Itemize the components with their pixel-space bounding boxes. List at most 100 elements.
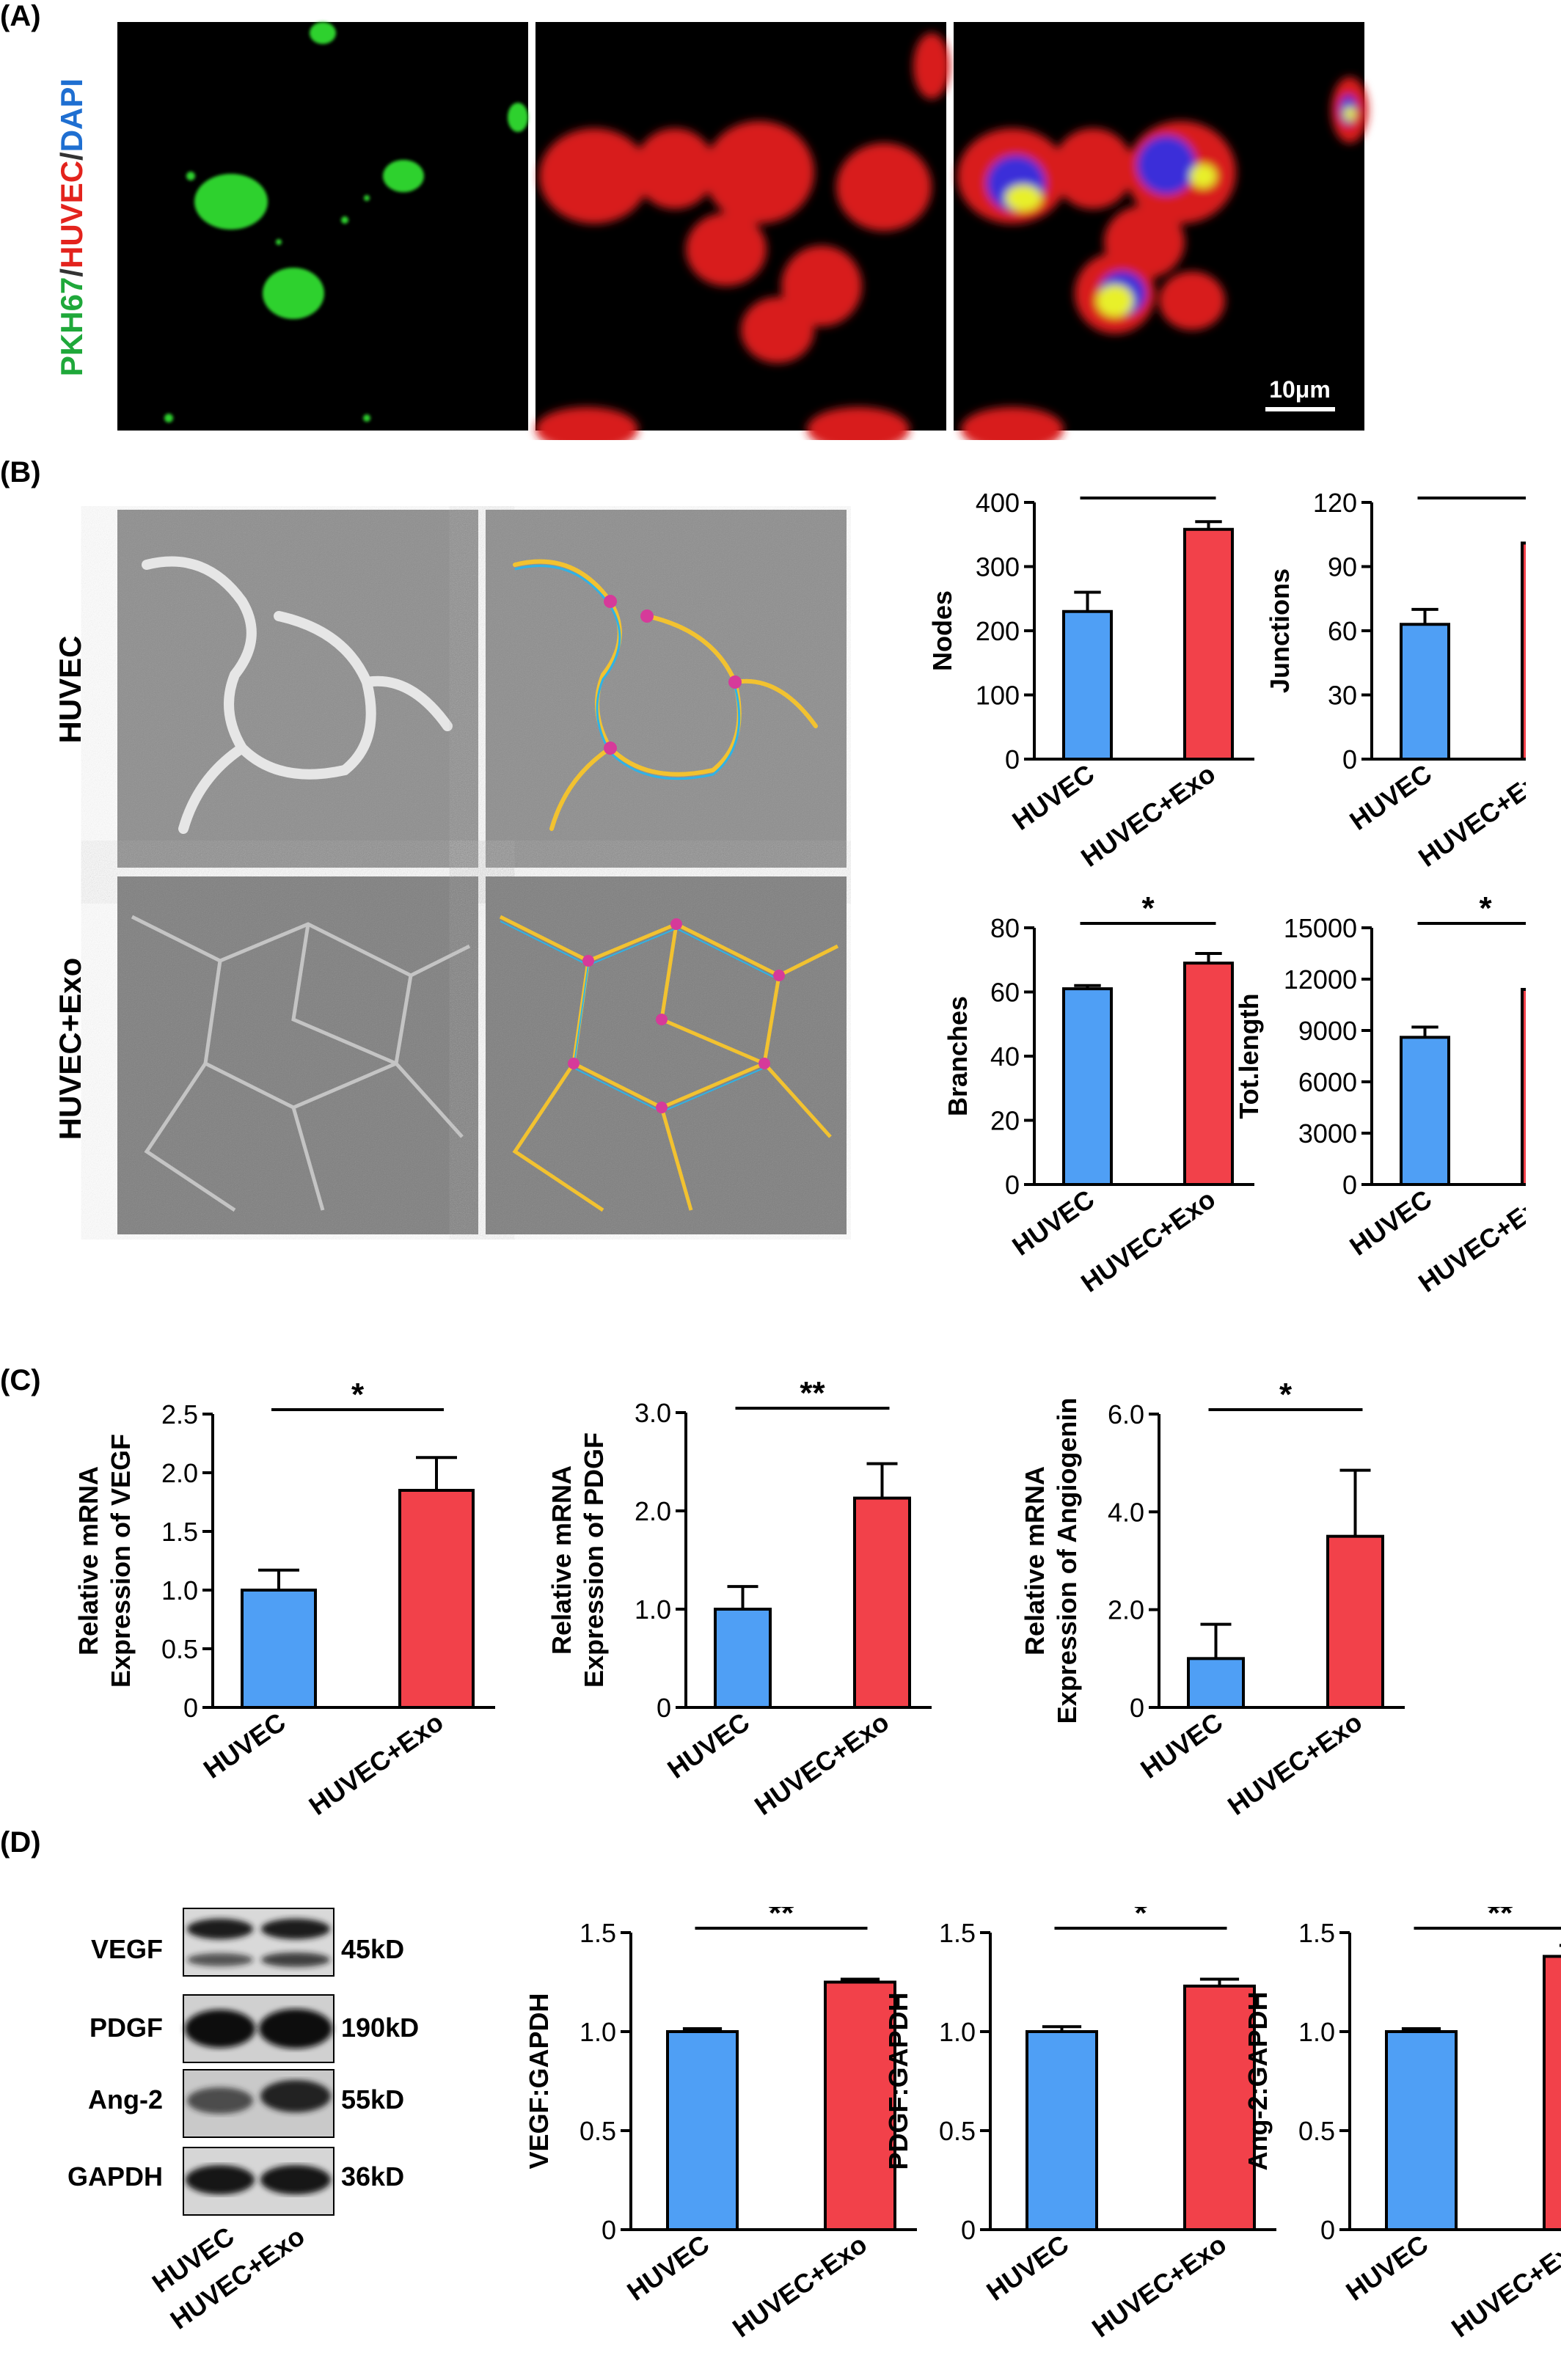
panel-label-b: (B) (0, 456, 41, 488)
panel-label-a: (A) (0, 0, 41, 32)
blot-protein-vegf: VEGF (91, 1934, 163, 1964)
x-tick-label: HUVEC (1344, 758, 1437, 836)
y-tick-label: 60 (990, 978, 1020, 1008)
svg-text:10μm: 10μm (1269, 376, 1331, 403)
y-axis-label: Expression of Angiogenin (1052, 1398, 1082, 1724)
significance-label: ** (800, 1379, 825, 1411)
bar (1400, 623, 1450, 761)
row-label-huvec-exo: HUVEC+Exo (53, 958, 87, 1140)
y-axis-label: Relative mRNA (1020, 1466, 1050, 1655)
chart-vegf-gapdh: 0 0.5 1.0 1.5 VEGF:GAPDH HUVEC HUVEC+Exo ** (524, 1907, 917, 2343)
x-tick-label: HUVEC+Exo (1075, 1184, 1221, 1298)
blot-protein-ang2: Ang-2 (88, 2084, 163, 2114)
x-tick-label: HUVEC (198, 1707, 291, 1784)
y-tick-label: 1.0 (161, 1575, 198, 1605)
bar (1026, 2030, 1098, 2231)
bar (241, 1589, 317, 1709)
y-axis-label: Ang-2:GAPDH (1243, 1992, 1273, 2171)
tube-analysis-huvec (486, 510, 847, 868)
significance-label: * (1141, 484, 1155, 501)
y-axis-label: Expression of VEGF (106, 1434, 136, 1688)
x-tick-label: HUVEC (1006, 758, 1100, 836)
y-tick-label: 1.0 (1298, 2017, 1335, 2047)
significance-label: * (1479, 890, 1492, 926)
y-tick-label: 6.0 (1108, 1399, 1144, 1429)
y-tick-label: 0 (1342, 1170, 1357, 1200)
bar (853, 1496, 911, 1710)
significance-label: * (1134, 1907, 1147, 1931)
significance-label: ** (1488, 1907, 1513, 1931)
significance-label: * (1479, 484, 1492, 501)
y-tick-label: 12000 (1284, 964, 1357, 995)
x-tick-label: HUVEC+Exo (749, 1707, 894, 1821)
blot-strip-pdgf (183, 1994, 334, 2063)
bar (666, 2030, 739, 2231)
chart-mrna-vegf: 0 0.5 1.0 1.5 2.0 2.5 Relative mRNA Expression … (73, 1379, 495, 1821)
micrograph-merge: 10μm (954, 22, 1368, 440)
tube-image-huvec (117, 510, 478, 868)
bar (1521, 988, 1526, 1186)
bar (1183, 962, 1234, 1186)
channel-label: PKH67/HUVEC/DAPI (54, 78, 89, 376)
y-tick-label: 80 (990, 913, 1020, 943)
y-tick-label: 120 (1313, 488, 1357, 518)
y-tick-label: 1.0 (939, 2017, 976, 2047)
bar (1183, 527, 1234, 761)
x-tick-label: HUVEC (1006, 1184, 1100, 1262)
x-tick-label: HUVEC+Exo (727, 2229, 872, 2343)
micrograph-red (535, 22, 950, 440)
x-tick-label: HUVEC (1344, 1184, 1437, 1262)
panel-b-images: HUVEC HUVEC+Exo (53, 510, 847, 1234)
y-tick-label: 100 (976, 681, 1020, 711)
x-tick-label: HUVEC (1135, 1707, 1228, 1784)
y-tick-label: 0.5 (161, 1634, 198, 1664)
y-tick-label: 1.0 (580, 2017, 616, 2047)
bar (398, 1489, 475, 1709)
y-tick-label: 1.5 (580, 1918, 616, 1948)
y-tick-label: 4.0 (1108, 1497, 1144, 1527)
blot-strip-gapdh (183, 2147, 334, 2216)
bar (1187, 1657, 1245, 1710)
y-tick-label: 200 (976, 616, 1020, 646)
y-tick-label: 6000 (1298, 1067, 1357, 1097)
y-tick-label: 15000 (1284, 913, 1357, 943)
x-tick-label: HUVEC (981, 2229, 1074, 2307)
significance-label: * (1141, 890, 1155, 926)
blot-size-pdgf: 190kD (341, 2013, 419, 2043)
row-label-huvec: HUVEC (53, 635, 87, 743)
bar (1326, 1534, 1384, 1709)
y-tick-label: 2.0 (635, 1496, 671, 1526)
panel-d-blot: VEGF PDGF Ang-2 GAPDH 45kD 190kD 55kD 36… (67, 1908, 419, 2335)
y-axis-label: Relative mRNA (73, 1466, 103, 1655)
bar (1062, 987, 1113, 1186)
y-tick-label: 2.0 (161, 1458, 198, 1488)
y-tick-label: 1.5 (161, 1517, 198, 1547)
significance-label: ** (769, 1907, 794, 1931)
y-axis-label: VEGF:GAPDH (524, 1993, 554, 2169)
y-tick-label: 0 (1130, 1693, 1144, 1723)
y-tick-label: 0.5 (1298, 2116, 1335, 2146)
x-tick-label: HUVEC+Exo (1446, 2229, 1561, 2343)
chart-pdgf-gapdh: 0 0.5 1.0 1.5 PDGF:GAPDH HUVEC HUVEC+Exo * (883, 1907, 1276, 2343)
chart-totlength: 03000600090001200015000Tot.lengthHUVECHU… (1234, 890, 1526, 1298)
y-axis-label: Expression of PDGF (579, 1432, 609, 1688)
panel-label-c: (C) (0, 1364, 41, 1396)
y-axis-label: Tot.length (1234, 993, 1264, 1118)
bar (1183, 1984, 1256, 2232)
y-tick-label: 400 (976, 488, 1020, 518)
bar (714, 1608, 772, 1709)
tube-analysis-huvec-exo (486, 876, 847, 1234)
bar (1543, 1955, 1561, 2232)
blot-protein-pdgf: PDGF (89, 2013, 163, 2043)
y-tick-label: 1.5 (939, 1918, 976, 1948)
tube-image-huvec-exo (117, 876, 478, 1234)
x-tick-label: HUVEC+Exo (1222, 1707, 1367, 1821)
y-tick-label: 0 (961, 2215, 976, 2245)
y-tick-label: 40 (990, 1041, 1020, 1072)
significance-label: * (351, 1379, 365, 1413)
